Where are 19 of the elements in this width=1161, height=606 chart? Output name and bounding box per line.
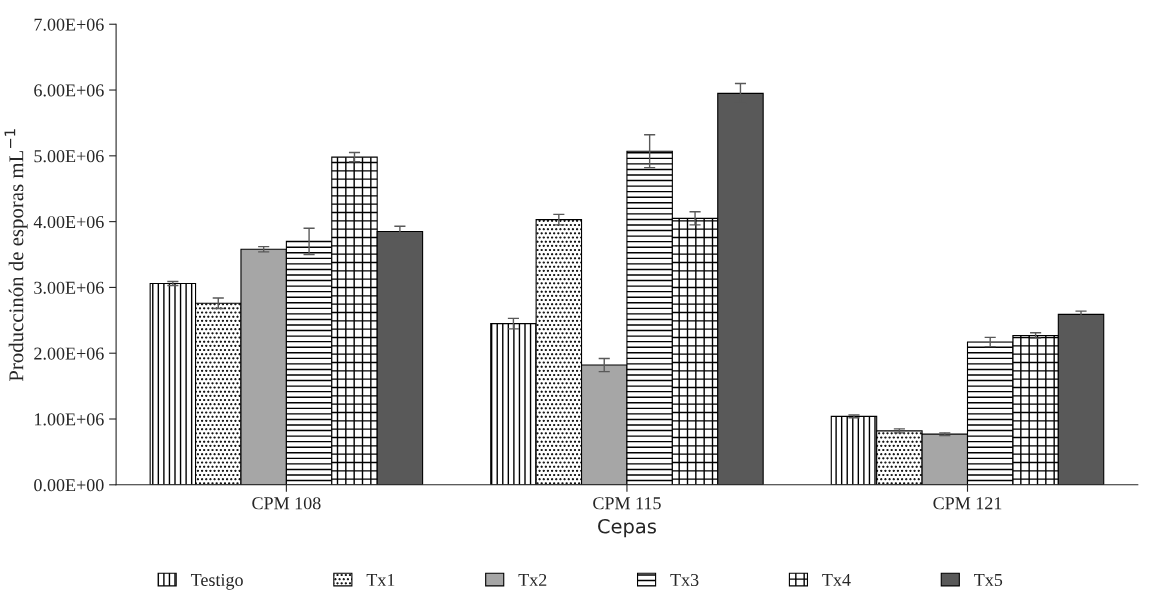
x-tick-label: CPM 121: [933, 497, 1002, 510]
y-tick-label: 4.00E+06: [33, 215, 104, 229]
x-tick-label: CPM 115: [593, 497, 661, 510]
x-axis-title: Cepas: [598, 518, 656, 538]
legend-label: Tx1: [366, 573, 395, 586]
y-tick-label: 0.00E+00: [34, 479, 104, 492]
legend-label: Tx4: [822, 573, 851, 586]
y-tick-label: 6.00E+06: [34, 84, 104, 97]
y-tick-label: 3.00E+06: [34, 281, 104, 294]
y-tick-label: 7.00E+06: [34, 18, 104, 31]
legend-label: Tx5: [974, 574, 1003, 587]
y-axis-title: Produccinón de esporas mL$^{−1}$: [4, 129, 28, 382]
x-tick-label: CPM 108: [252, 497, 321, 510]
y-tick-label: 1.00E+06: [35, 413, 104, 426]
legend-label: Tx2: [518, 573, 547, 586]
y-tick-label: 5.00E+06: [34, 150, 104, 163]
y-tick-label: 2.00E+06: [34, 347, 104, 360]
legend-label: Tx3: [670, 573, 699, 587]
legend-label: Testigo: [190, 573, 243, 590]
